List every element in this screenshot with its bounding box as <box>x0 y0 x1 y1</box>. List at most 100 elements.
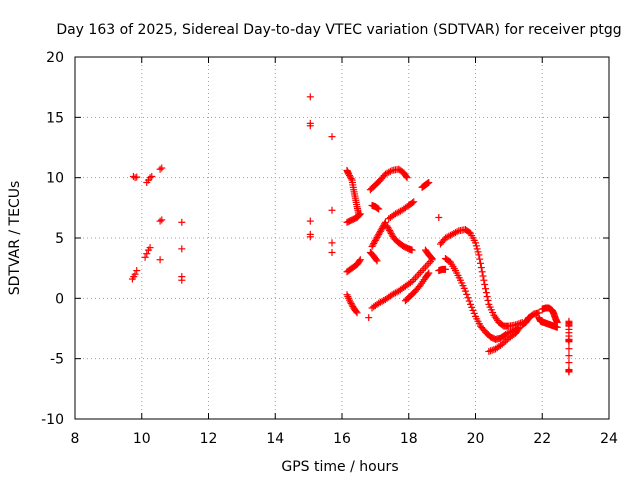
y-tick-label: 15 <box>46 110 64 126</box>
data-point <box>484 296 492 304</box>
data-point <box>346 298 354 306</box>
x-tick-label: 16 <box>333 431 351 447</box>
data-point <box>372 256 380 264</box>
data-point <box>481 280 489 288</box>
data-point <box>565 352 573 360</box>
data-point <box>406 279 414 287</box>
data-point <box>441 265 449 273</box>
data-point <box>483 293 491 301</box>
chart-title: Day 163 of 2025, Sidereal Day-to-day VTE… <box>56 22 621 38</box>
x-axis-label: GPS time / hours <box>281 459 398 475</box>
data-point <box>376 227 384 235</box>
data-point <box>380 221 388 229</box>
data-point <box>514 326 522 334</box>
data-point <box>148 172 156 180</box>
y-tick-label: -5 <box>50 352 64 368</box>
data-point <box>378 224 386 232</box>
data-point <box>356 257 364 265</box>
data-point <box>387 229 395 237</box>
data-point <box>328 239 336 247</box>
data-point <box>502 337 510 345</box>
data-point <box>158 216 166 224</box>
data-point <box>371 236 379 244</box>
data-point <box>356 211 364 219</box>
data-point <box>416 268 424 276</box>
data-point <box>178 276 186 284</box>
data-point <box>156 165 164 173</box>
data-point <box>346 172 354 180</box>
tick-labels: 8 10 12 14 16 18 20 22 24 -10 -5 0 5 10 15 20 <box>41 50 618 447</box>
data-point <box>413 272 421 280</box>
data-point <box>178 218 186 226</box>
data-point <box>428 255 436 263</box>
plot-frame <box>74 56 610 420</box>
data-point <box>466 300 474 308</box>
data-point <box>306 93 314 101</box>
data-point <box>131 270 139 278</box>
data-point <box>158 164 166 172</box>
data-point <box>463 290 471 298</box>
x-tick-label: 14 <box>266 431 284 447</box>
data-point <box>379 223 387 231</box>
data-point <box>425 269 433 277</box>
data-point <box>408 246 416 254</box>
data-point <box>409 199 417 207</box>
data-point <box>402 172 410 180</box>
data-point <box>465 297 473 305</box>
data-point <box>475 251 483 259</box>
data-point <box>371 238 379 246</box>
data-point <box>328 133 336 141</box>
data-point <box>468 303 476 311</box>
data-point <box>474 248 482 256</box>
data-point <box>348 301 356 309</box>
data-point <box>565 368 573 376</box>
data-point <box>373 204 381 212</box>
y-tick-label: -10 <box>41 412 64 428</box>
data-point <box>476 255 484 263</box>
data-point <box>352 308 360 316</box>
data-point <box>347 299 355 307</box>
data-point <box>411 274 419 282</box>
data-point <box>347 175 355 183</box>
data-point <box>425 178 433 186</box>
data-point <box>143 250 151 258</box>
data-point <box>146 244 154 252</box>
data-point <box>423 180 431 188</box>
data-point <box>565 345 573 353</box>
data-point <box>365 314 373 322</box>
data-point <box>482 289 490 297</box>
data-point <box>386 228 394 236</box>
data-point <box>373 257 381 265</box>
data-point <box>500 339 508 347</box>
data-point <box>381 218 389 226</box>
data-point <box>375 230 383 238</box>
data-point <box>470 309 478 317</box>
data-point <box>306 230 314 238</box>
data-point <box>424 179 432 187</box>
data-point <box>410 198 418 206</box>
data-point <box>146 174 154 182</box>
data-point <box>565 359 573 367</box>
data-point <box>472 242 480 250</box>
data-point <box>306 217 314 225</box>
data-point <box>453 228 461 236</box>
data-point <box>480 276 488 284</box>
data-point <box>415 270 423 278</box>
data-point <box>435 213 443 221</box>
data-point <box>487 347 495 355</box>
data-point <box>427 254 435 262</box>
data-point <box>565 338 573 346</box>
data-point <box>482 285 490 293</box>
data-point <box>388 231 396 239</box>
data-point <box>133 267 141 275</box>
x-tick-label: 8 <box>71 431 80 447</box>
data-point <box>477 264 485 272</box>
data-point <box>485 347 493 355</box>
data-point <box>473 245 481 253</box>
data-point <box>372 235 380 243</box>
data-point <box>374 232 382 240</box>
data-point <box>385 225 393 233</box>
data-point <box>346 173 354 181</box>
data-point <box>306 119 314 127</box>
